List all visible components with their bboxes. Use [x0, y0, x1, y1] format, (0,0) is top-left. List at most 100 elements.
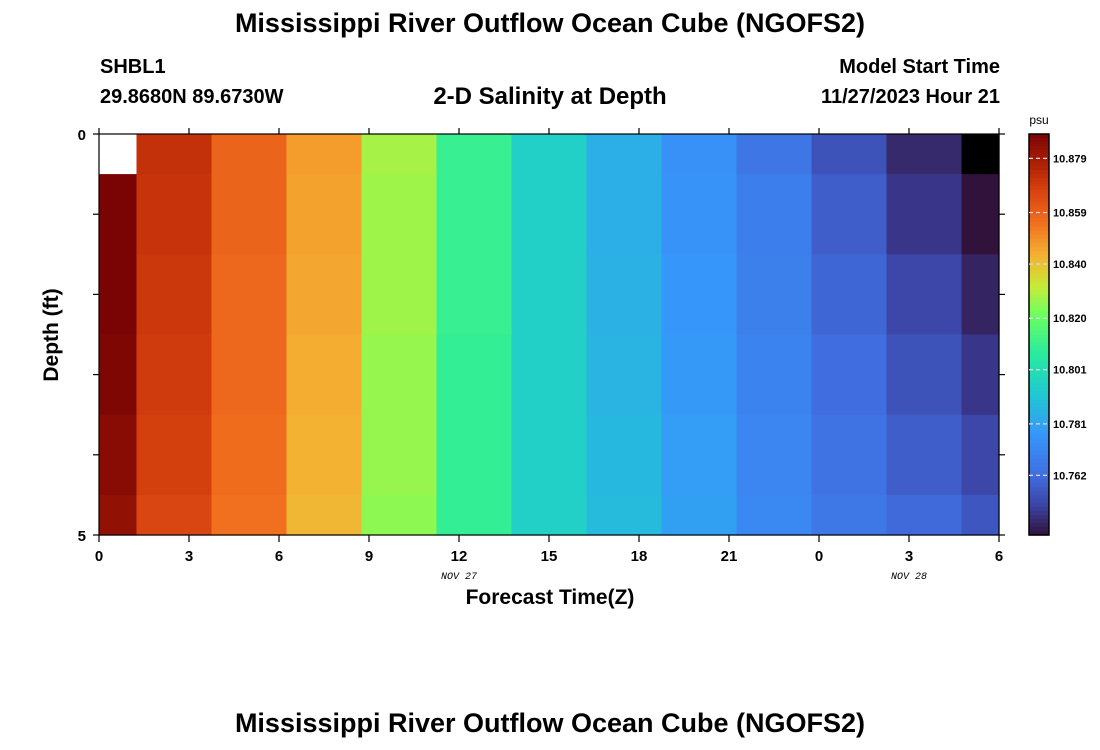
- colorbar-segment: [1029, 298, 1049, 303]
- colorbar-segment: [1029, 198, 1049, 203]
- x-tick-label: 15: [541, 548, 558, 565]
- colorbar-segment: [1029, 427, 1049, 432]
- heatmap-cell: [737, 254, 813, 335]
- heatmap-cell: [212, 174, 288, 255]
- colorbar-segment: [1029, 294, 1049, 299]
- colorbar-segment: [1029, 471, 1049, 476]
- heatmap-cell: [287, 335, 363, 416]
- heatmap-cell: [212, 134, 288, 175]
- colorbar-segment: [1029, 343, 1049, 348]
- heatmap-cell: [362, 415, 438, 496]
- heatmap-cell: [212, 254, 288, 335]
- colorbar-segment: [1029, 278, 1049, 283]
- heatmap-cell: [887, 495, 963, 536]
- colorbar-segment: [1029, 150, 1049, 155]
- heatmap-cell: [362, 174, 438, 255]
- heatmap-cell: [662, 335, 738, 416]
- heatmap-cell: [212, 415, 288, 496]
- colorbar-segment: [1029, 258, 1049, 263]
- colorbar-unit: psu: [1029, 113, 1048, 127]
- colorbar-segment: [1029, 463, 1049, 468]
- colorbar-segment: [1029, 339, 1049, 344]
- colorbar-segment: [1029, 483, 1049, 488]
- heatmap-cell: [362, 254, 438, 335]
- colorbar-segment: [1029, 499, 1049, 504]
- heatmap-cell: [287, 495, 363, 536]
- heatmap-cell: [887, 335, 963, 416]
- colorbar-segment: [1029, 202, 1049, 207]
- heatmap-cell: [437, 134, 513, 175]
- colorbar-segment: [1029, 511, 1049, 516]
- heatmap-cell: [812, 174, 888, 255]
- colorbar-segment: [1029, 419, 1049, 424]
- colorbar-segment: [1029, 371, 1049, 376]
- colorbar-segment: [1029, 254, 1049, 259]
- colorbar-segment: [1029, 138, 1049, 143]
- heatmap-cell: [587, 254, 663, 335]
- colorbar-segment: [1029, 266, 1049, 271]
- heatmap-cell: [587, 495, 663, 536]
- colorbar-segment: [1029, 347, 1049, 352]
- colorbar-segment: [1029, 274, 1049, 279]
- colorbar-segment: [1029, 302, 1049, 307]
- colorbar-segment: [1029, 310, 1049, 315]
- heatmap-cell: [587, 415, 663, 496]
- heatmap-cell: [99, 134, 137, 175]
- heatmap-cell: [962, 335, 1000, 416]
- colorbar-segment: [1029, 431, 1049, 436]
- colorbar-segment: [1029, 387, 1049, 392]
- y-axis-title: Depth (ft): [40, 288, 63, 381]
- heatmap-cell: [737, 335, 813, 416]
- heatmap-cell: [662, 415, 738, 496]
- x-tick-label: 3: [905, 548, 913, 565]
- heatmap-cell: [887, 134, 963, 175]
- heatmap-cell: [737, 495, 813, 536]
- colorbar-segment: [1029, 286, 1049, 291]
- colorbar-segment: [1029, 246, 1049, 251]
- colorbar-segment: [1029, 507, 1049, 512]
- colorbar-segment: [1029, 330, 1049, 335]
- colorbar-segment: [1029, 218, 1049, 223]
- colorbar-segment: [1029, 395, 1049, 400]
- heatmap-cell: [812, 495, 888, 536]
- colorbar-segment: [1029, 238, 1049, 243]
- colorbar-tick-label: 10.781: [1053, 419, 1087, 431]
- heatmap-cell: [137, 495, 213, 536]
- heatmap-cell: [99, 415, 137, 496]
- colorbar-segment: [1029, 495, 1049, 500]
- colorbar-segment: [1029, 270, 1049, 275]
- heatmap-cell: [587, 335, 663, 416]
- colorbar-segment: [1029, 435, 1049, 440]
- colorbar-segment: [1029, 451, 1049, 456]
- colorbar-segment: [1029, 399, 1049, 404]
- colorbar-segment: [1029, 250, 1049, 255]
- heatmap-cell: [512, 134, 588, 175]
- colorbar-segment: [1029, 282, 1049, 287]
- colorbar-segment: [1029, 355, 1049, 360]
- heatmap-cell: [437, 254, 513, 335]
- colorbar-segment: [1029, 290, 1049, 295]
- heatmap-cell: [212, 495, 288, 536]
- colorbar-segment: [1029, 206, 1049, 211]
- colorbar-segment: [1029, 178, 1049, 183]
- heatmap-cell: [887, 415, 963, 496]
- colorbar-segment: [1029, 230, 1049, 235]
- heatmap-cell: [287, 254, 363, 335]
- colorbar-segment: [1029, 411, 1049, 416]
- heatmap-cell: [962, 495, 1000, 536]
- heatmap-cell: [512, 254, 588, 335]
- heatmap-cell: [812, 335, 888, 416]
- colorbar-segment: [1029, 351, 1049, 356]
- colorbar-segment: [1029, 335, 1049, 340]
- x-tick-label: 21: [721, 548, 738, 565]
- colorbar-segment: [1029, 174, 1049, 179]
- colorbar-segment: [1029, 375, 1049, 380]
- heatmap-cell: [887, 174, 963, 255]
- heatmap-cell: [287, 415, 363, 496]
- heatmap-cell: [137, 415, 213, 496]
- heatmap-cell: [512, 495, 588, 536]
- colorbar-segment: [1029, 306, 1049, 311]
- heatmap-cell: [437, 335, 513, 416]
- x-tick-label: 6: [275, 548, 283, 565]
- heatmap-cell: [212, 335, 288, 416]
